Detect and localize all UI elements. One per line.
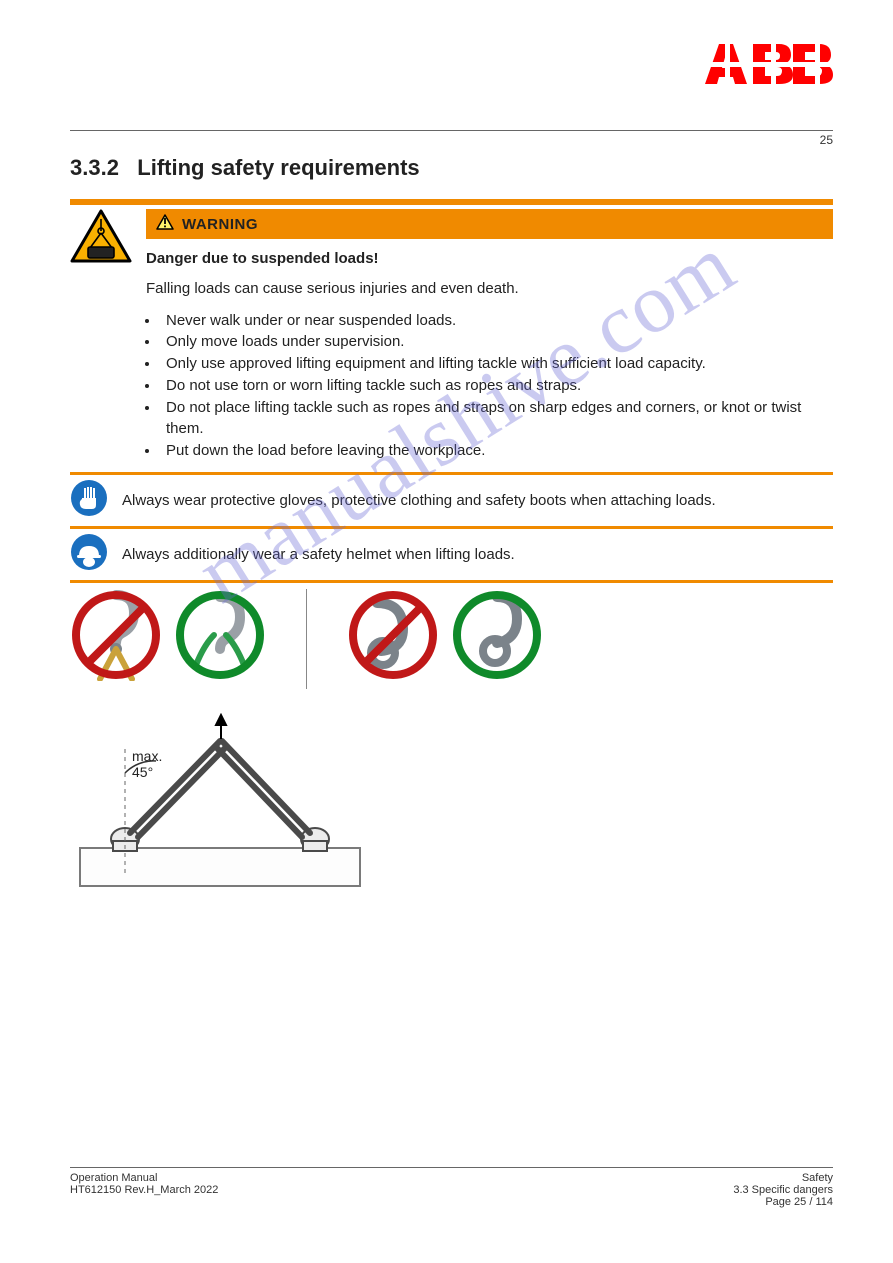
permit-icon bbox=[174, 589, 266, 686]
prohibit-icon bbox=[347, 589, 439, 686]
section-number: 3.3.2 bbox=[70, 155, 119, 180]
ppe-helmet-text: Always additionally wear a safety helmet… bbox=[122, 546, 515, 563]
divider bbox=[70, 580, 833, 583]
exclamation-icon bbox=[156, 214, 174, 235]
footer-rev: Rev.H bbox=[124, 1184, 154, 1196]
lifting-rules-icons bbox=[70, 589, 833, 689]
warning-list-item: Do not use torn or worn lifting tackle s… bbox=[160, 375, 833, 397]
warning-list-item: Do not place lifting tackle such as rope… bbox=[160, 397, 833, 441]
section-title: 3.3.2 Lifting safety requirements bbox=[70, 155, 833, 181]
warning-body: Falling loads can cause serious injuries… bbox=[146, 279, 833, 299]
permit-icon bbox=[451, 589, 543, 686]
ppe-gloves-text: Always wear protective gloves, protectiv… bbox=[122, 492, 716, 509]
angle-max-label: max. bbox=[132, 748, 162, 764]
warning-list: Never walk under or near suspended loads… bbox=[146, 310, 833, 462]
footer: Operation Manual HT612150 Rev.H_March 20… bbox=[70, 1172, 833, 1208]
gloves-icon bbox=[70, 479, 108, 522]
section-heading: Lifting safety requirements bbox=[137, 155, 419, 180]
footer-date: _March 2022 bbox=[154, 1184, 218, 1196]
footer-right-line1: Safety bbox=[733, 1172, 833, 1184]
brand-logo bbox=[703, 40, 833, 95]
footer-section-ref: 3.3 Specific dangers bbox=[733, 1184, 833, 1196]
warning-list-item: Only use approved lifting equipment and … bbox=[160, 353, 833, 375]
warning-label: WARNING bbox=[182, 216, 258, 233]
footer-left-line1: Operation Manual bbox=[70, 1172, 218, 1184]
suspended-load-warning-icon bbox=[70, 209, 132, 264]
page-number-top: 25 bbox=[820, 133, 833, 147]
ppe-helmet-row: Always additionally wear a safety helmet… bbox=[70, 529, 833, 580]
warning-label-bar: WARNING bbox=[146, 209, 833, 239]
prohibit-icon bbox=[70, 589, 162, 686]
ppe-gloves-row: Always wear protective gloves, protectiv… bbox=[70, 475, 833, 526]
top-rule bbox=[70, 130, 833, 131]
footer-doc-id: HT612150 bbox=[70, 1184, 121, 1196]
footer-page: Page 25 / 114 bbox=[733, 1196, 833, 1208]
warning-list-item: Only move loads under supervision. bbox=[160, 331, 833, 353]
angle-deg-label: 45° bbox=[132, 764, 153, 780]
lifting-angle-figure: max. 45° bbox=[70, 713, 833, 898]
separator bbox=[306, 589, 307, 689]
warning-list-item: Put down the load before leaving the wor… bbox=[160, 440, 833, 462]
helmet-icon bbox=[70, 533, 108, 576]
footer-rule bbox=[70, 1167, 833, 1168]
warning-heading: Danger due to suspended loads! bbox=[146, 249, 833, 269]
warning-list-item: Never walk under or near suspended loads… bbox=[160, 310, 833, 332]
